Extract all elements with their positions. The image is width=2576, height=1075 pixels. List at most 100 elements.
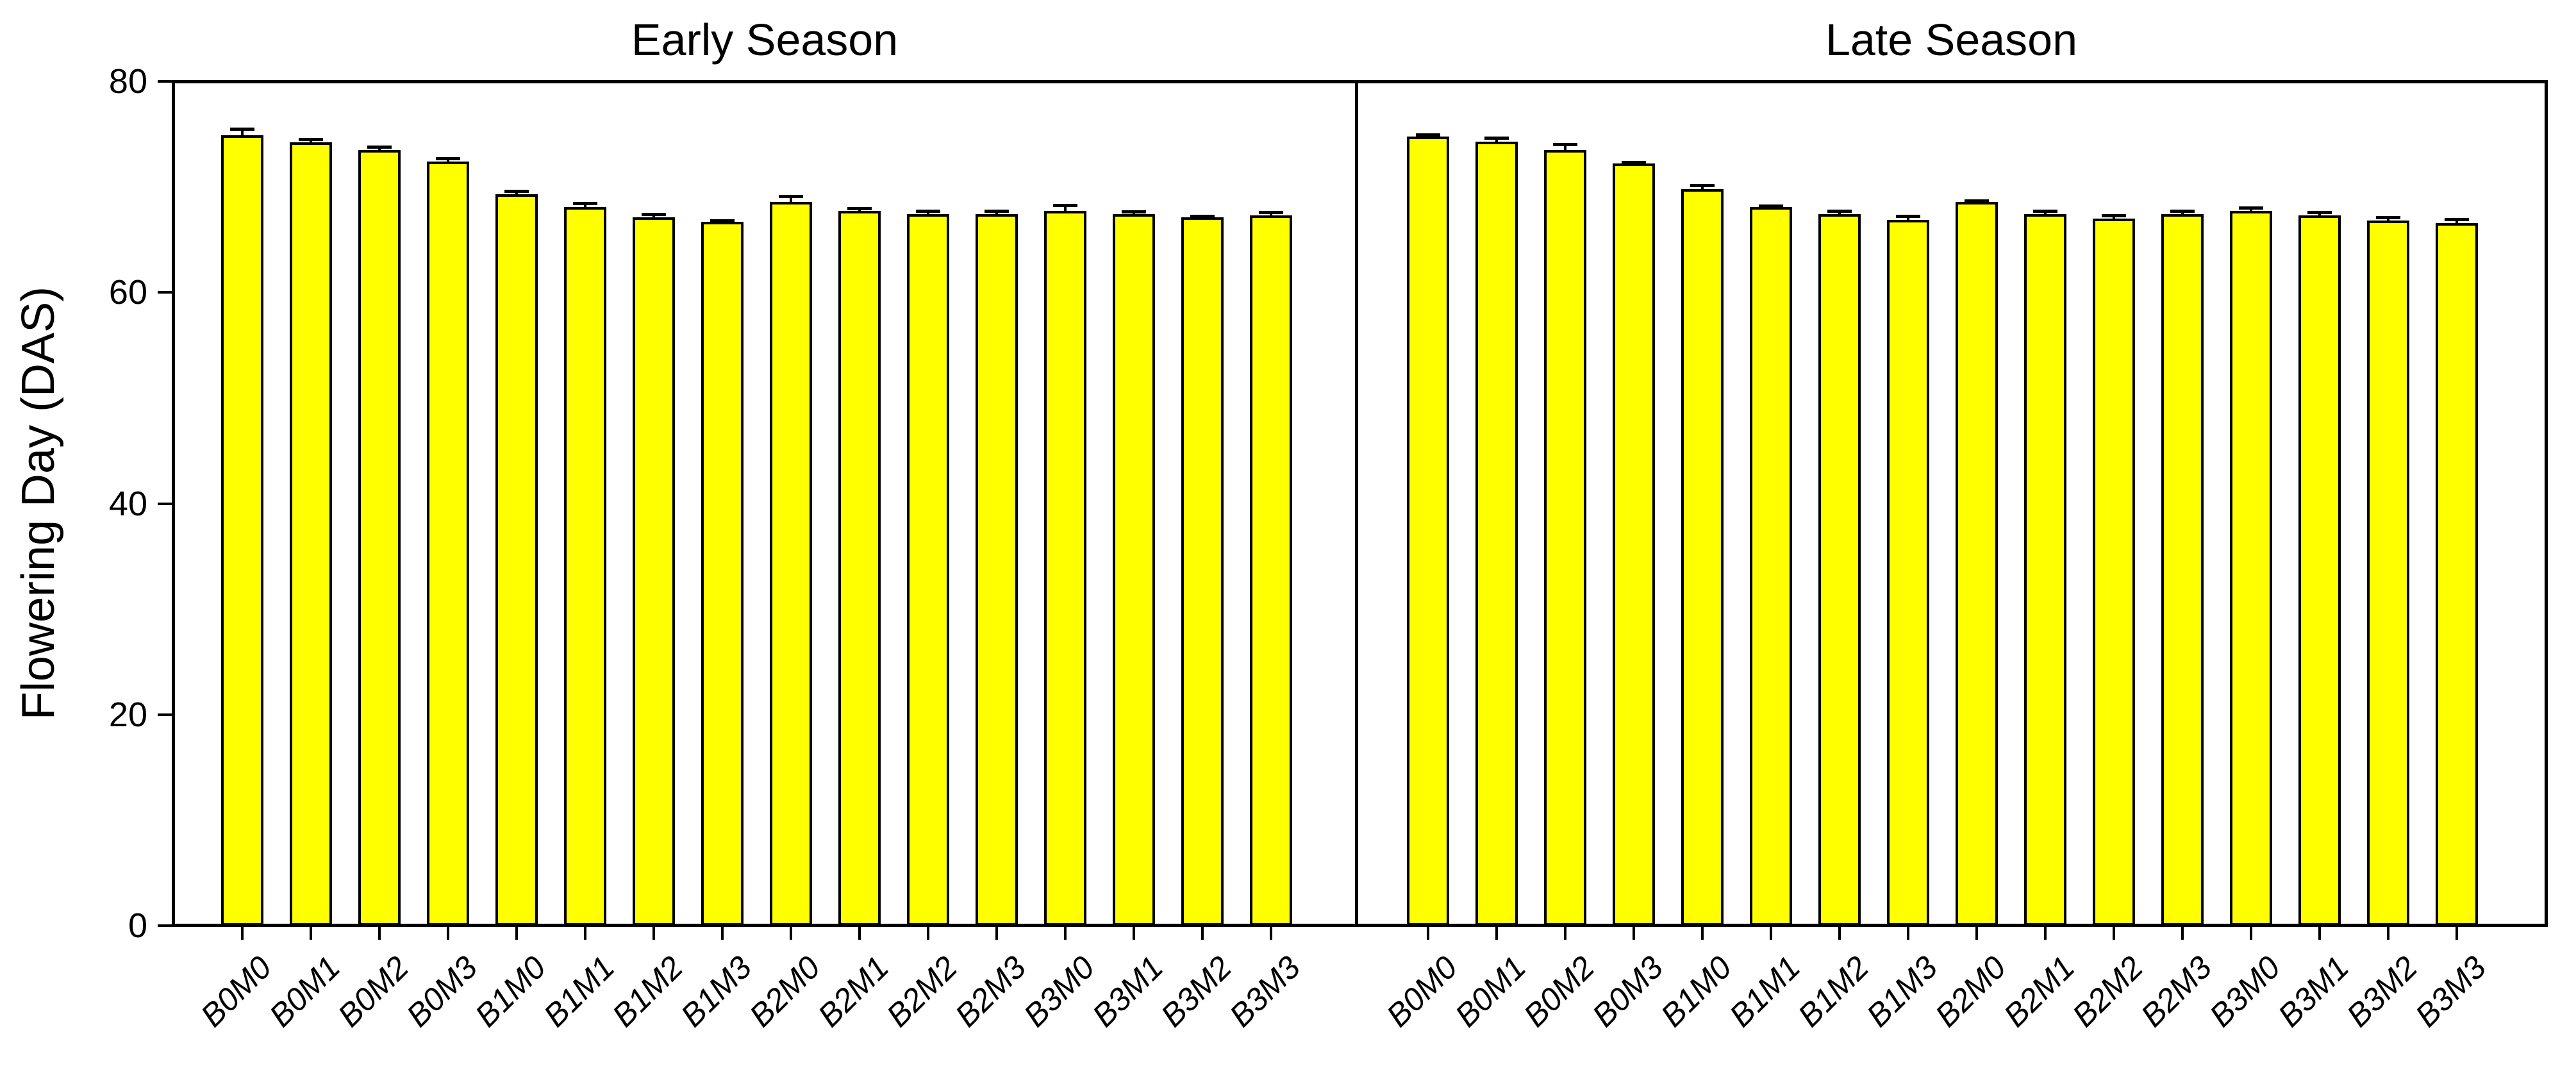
error-bar-cap (1553, 143, 1577, 147)
y-tick-label: 80 (108, 62, 147, 101)
panel-divider (1355, 81, 1358, 926)
x-tick-mark (1064, 927, 1067, 940)
x-tick-mark (584, 927, 586, 940)
bar-late-B3M1 (2298, 215, 2341, 926)
x-tick-mark (2113, 927, 2115, 940)
x-tick-mark (721, 927, 724, 940)
error-bar-whisker (310, 139, 312, 146)
x-tick-mark (378, 927, 381, 940)
bar-late-B2M2 (2093, 219, 2135, 926)
bar-late-B0M0 (1407, 136, 1449, 926)
error-bar-whisker (515, 191, 518, 197)
y-tick-mark (158, 502, 173, 505)
x-tick-mark (1975, 927, 1978, 940)
x-tick-mark (2181, 927, 2184, 940)
bar-early-B3M3 (1250, 215, 1292, 926)
x-tick-mark (1564, 927, 1566, 940)
bar-late-B2M0 (1956, 201, 1998, 926)
error-bar-whisker (2456, 219, 2458, 226)
error-bar-whisker (2113, 215, 2115, 221)
error-bar-cap (2033, 209, 2057, 213)
bar-early-B3M2 (1181, 217, 1224, 926)
panel-title: Late Season (1825, 15, 2078, 65)
error-bar-whisker (1133, 212, 1135, 217)
x-tick-mark (1201, 927, 1204, 940)
bar-early-B1M1 (564, 206, 606, 926)
error-bar-whisker (447, 158, 449, 165)
bar-late-B1M0 (1681, 188, 1724, 926)
error-bar-cap (1053, 203, 1077, 207)
error-bar-whisker (1270, 212, 1272, 219)
error-bar-cap (847, 206, 872, 210)
error-bar-cap (2445, 218, 2469, 222)
bar-late-B1M3 (1887, 219, 1929, 926)
x-tick-mark (995, 927, 998, 940)
y-tick-mark (158, 713, 173, 716)
x-tick-mark (447, 927, 449, 940)
bar-early-B0M3 (427, 162, 469, 926)
error-bar-cap (1484, 136, 1509, 140)
error-bar-cap (710, 219, 735, 222)
bar-late-B2M3 (2161, 214, 2204, 926)
bar-early-B2M1 (838, 211, 881, 926)
y-tick-mark (158, 291, 173, 294)
error-bar-whisker (858, 208, 861, 214)
error-bar-cap (1190, 215, 1215, 219)
error-bar-cap (1122, 210, 1146, 213)
error-bar-whisker (2181, 211, 2184, 217)
error-bar-cap (436, 156, 460, 160)
x-tick-mark (2456, 927, 2458, 940)
bar-early-B1M0 (495, 194, 538, 926)
error-bar-whisker (1564, 144, 1566, 153)
bar-early-B2M2 (907, 214, 949, 926)
error-bar-cap (1827, 209, 1852, 213)
error-bar-cap (1896, 215, 1920, 219)
bar-late-B3M2 (2367, 221, 2409, 926)
error-bar-cap (1622, 161, 1646, 165)
x-tick-mark (1633, 927, 1635, 940)
bar-early-B0M2 (358, 150, 401, 926)
error-bar-whisker (584, 203, 586, 210)
error-bar-cap (2170, 209, 2195, 213)
x-tick-mark (2044, 927, 2047, 940)
error-bar-whisker (2387, 217, 2389, 224)
error-bar-cap (2376, 215, 2400, 219)
x-tick-mark (1270, 927, 1272, 940)
y-tick-label: 20 (108, 695, 147, 734)
x-tick-mark (652, 927, 655, 940)
error-bar-cap (2102, 213, 2126, 217)
x-tick-mark (2387, 927, 2389, 940)
bar-early-B1M2 (633, 217, 675, 926)
panel-title: Early Season (631, 15, 899, 65)
y-tick-label: 60 (108, 273, 147, 312)
bar-late-B0M1 (1475, 141, 1518, 926)
error-bar-cap (504, 189, 529, 193)
bar-late-B3M3 (2436, 222, 2478, 926)
error-bar-cap (2239, 206, 2263, 210)
bar-early-B1M3 (701, 221, 744, 926)
bar-early-B3M1 (1113, 214, 1155, 926)
x-tick-mark (515, 927, 518, 940)
x-tick-mark (1133, 927, 1135, 940)
error-bar-whisker (1907, 216, 1909, 222)
error-bar-whisker (1495, 138, 1498, 144)
error-bar-cap (1690, 184, 1715, 188)
error-bar-cap (573, 201, 597, 205)
error-bar-whisker (2044, 211, 2047, 217)
bar-early-B2M0 (770, 201, 812, 926)
bar-early-B3M0 (1044, 211, 1086, 926)
error-bar-whisker (652, 214, 655, 221)
bar-late-B3M0 (2230, 211, 2272, 926)
bar-late-B1M1 (1750, 206, 1792, 926)
y-tick-label: 40 (108, 484, 147, 523)
x-tick-mark (1907, 927, 1909, 940)
error-bar-whisker (241, 129, 244, 138)
error-bar-cap (1965, 199, 1989, 203)
error-bar-whisker (2250, 208, 2252, 214)
x-tick-mark (790, 927, 792, 940)
x-tick-mark (858, 927, 861, 940)
y-tick-mark (158, 80, 173, 83)
x-tick-mark (1770, 927, 1772, 940)
error-bar-whisker (1701, 185, 1704, 192)
